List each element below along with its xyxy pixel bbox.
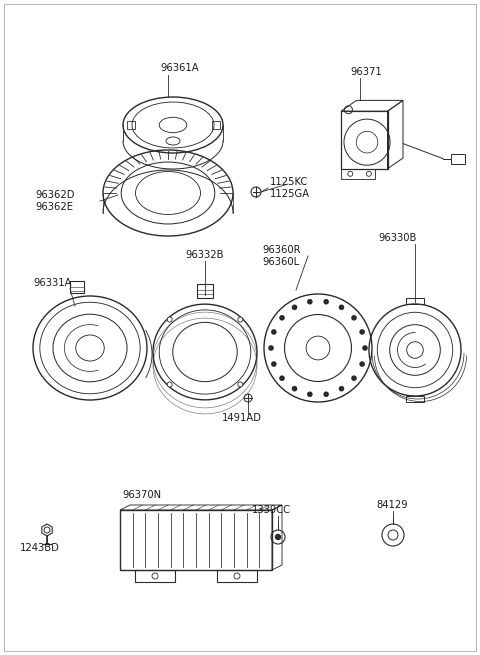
Bar	[341, 111, 387, 169]
Circle shape	[268, 345, 274, 351]
Circle shape	[276, 534, 280, 540]
Circle shape	[279, 375, 285, 381]
Text: 96362E: 96362E	[35, 202, 73, 212]
Bar	[127, 121, 134, 129]
Text: 96361A: 96361A	[160, 63, 199, 73]
Circle shape	[362, 345, 368, 351]
Circle shape	[292, 305, 297, 310]
Circle shape	[360, 329, 365, 335]
Text: 96360R: 96360R	[262, 245, 300, 255]
Text: 96362D: 96362D	[35, 190, 74, 200]
Circle shape	[307, 299, 312, 305]
Bar	[406, 298, 424, 304]
Circle shape	[238, 317, 243, 322]
Bar	[451, 154, 465, 164]
Bar	[406, 396, 424, 402]
Circle shape	[238, 382, 243, 387]
Bar	[70, 281, 84, 293]
Text: 96360L: 96360L	[262, 257, 299, 267]
Circle shape	[167, 382, 172, 387]
Circle shape	[360, 362, 365, 367]
Circle shape	[292, 386, 297, 392]
Bar	[197, 284, 213, 298]
Bar	[217, 570, 257, 582]
Circle shape	[351, 315, 357, 320]
Text: 1243BD: 1243BD	[20, 543, 60, 553]
Bar	[212, 121, 219, 129]
Circle shape	[339, 305, 344, 310]
Circle shape	[271, 362, 276, 367]
Text: 1125KC: 1125KC	[270, 177, 308, 187]
Text: 96332B: 96332B	[185, 250, 224, 260]
Circle shape	[279, 315, 285, 320]
Circle shape	[271, 329, 276, 335]
Circle shape	[339, 386, 344, 392]
Bar	[135, 570, 175, 582]
Text: 96330B: 96330B	[378, 233, 416, 243]
Bar	[341, 169, 375, 179]
Circle shape	[167, 317, 172, 322]
Text: 96371: 96371	[350, 67, 382, 77]
Text: 1491AD: 1491AD	[222, 413, 262, 423]
Circle shape	[324, 392, 329, 397]
Text: 1339CC: 1339CC	[252, 505, 291, 515]
Text: 84129: 84129	[376, 500, 408, 510]
Circle shape	[307, 392, 312, 397]
Bar	[120, 510, 272, 570]
Text: 1125GA: 1125GA	[270, 189, 310, 199]
Text: 96370N: 96370N	[122, 490, 161, 500]
Circle shape	[324, 299, 329, 305]
Circle shape	[351, 375, 357, 381]
Text: 96331A: 96331A	[33, 278, 72, 288]
